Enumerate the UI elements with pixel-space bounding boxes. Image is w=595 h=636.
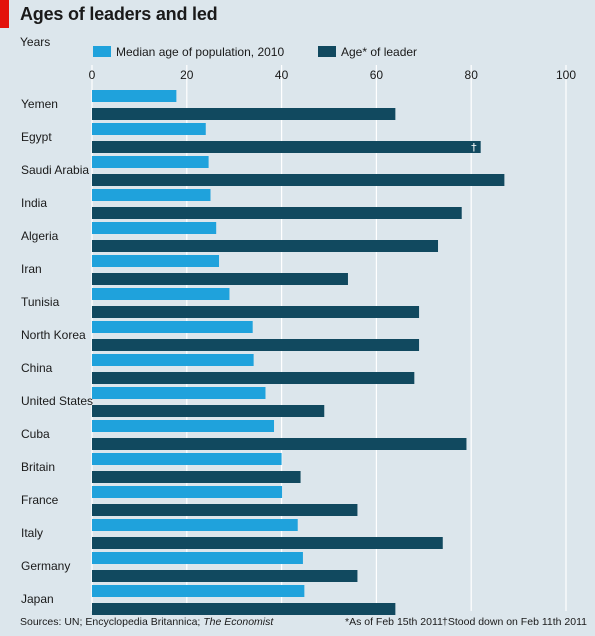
bars: † bbox=[92, 90, 505, 615]
category-label: China bbox=[21, 361, 53, 375]
x-tick-label: 60 bbox=[370, 68, 384, 82]
category-label: Britain bbox=[21, 460, 55, 474]
category-label: Italy bbox=[21, 526, 43, 540]
legend-label-median: Median age of population, 2010 bbox=[116, 45, 284, 59]
x-tick-label: 20 bbox=[180, 68, 194, 82]
category-label: Cuba bbox=[21, 427, 50, 441]
bar-leader-age bbox=[92, 240, 439, 252]
x-tick-label: 100 bbox=[556, 68, 576, 82]
category-labels: Yemen Egypt Saudi Arabia India Algeria Iran Tu… bbox=[21, 97, 93, 606]
dagger-annotation: † bbox=[471, 141, 477, 154]
bar-median-age bbox=[92, 387, 266, 399]
bar-leader-age bbox=[92, 306, 420, 318]
bar-median-age bbox=[92, 156, 209, 168]
footnote-stood-down: †Stood down on Feb 11th 2011 bbox=[442, 616, 587, 628]
bar-leader-age bbox=[92, 108, 396, 120]
category-label: Japan bbox=[21, 592, 54, 606]
source-text: Sources: UN; Encyclopedia Britannica; Th… bbox=[20, 616, 274, 628]
x-axis-ticks: 0 20 40 60 80 100 bbox=[89, 68, 577, 82]
footnote-as-of: *As of Feb 15th 2011 bbox=[345, 616, 443, 628]
chart-title: Ages of leaders and led bbox=[20, 4, 218, 24]
bar-median-age bbox=[92, 321, 253, 333]
x-tick-label: 40 bbox=[275, 68, 289, 82]
category-label: France bbox=[21, 493, 59, 507]
bar-leader-age bbox=[92, 405, 325, 417]
bar-median-age bbox=[92, 288, 230, 300]
source-note: Sources: UN; Encyclopedia Britannica; Th… bbox=[20, 616, 273, 628]
category-label: Yemen bbox=[21, 97, 58, 111]
x-tick-label: 80 bbox=[465, 68, 479, 82]
bar-leader-age bbox=[92, 603, 396, 615]
bar-median-age bbox=[92, 486, 283, 498]
bar-median-age bbox=[92, 552, 303, 564]
bar-leader-age bbox=[92, 372, 415, 384]
bar-leader-age bbox=[92, 141, 481, 153]
category-label: India bbox=[21, 196, 47, 210]
bar-leader-age bbox=[92, 174, 505, 186]
bar-median-age bbox=[92, 420, 275, 432]
category-label: United States bbox=[21, 394, 93, 408]
brand-accent-bar bbox=[0, 0, 9, 28]
category-label: Egypt bbox=[21, 130, 52, 144]
bar-median-age bbox=[92, 90, 177, 102]
bar-leader-age bbox=[92, 438, 467, 450]
category-label: Iran bbox=[21, 262, 42, 276]
bar-leader-age bbox=[92, 504, 358, 516]
bar-median-age bbox=[92, 123, 206, 135]
bar-leader-age bbox=[92, 570, 358, 582]
bar-median-age bbox=[92, 255, 220, 267]
legend-swatch-leader bbox=[318, 46, 336, 57]
category-label: Saudi Arabia bbox=[21, 163, 89, 177]
bar-leader-age bbox=[92, 537, 443, 549]
bar-median-age bbox=[92, 453, 282, 465]
category-label: North Korea bbox=[21, 328, 86, 342]
bar-leader-age bbox=[92, 339, 420, 351]
bar-leader-age bbox=[92, 207, 462, 219]
units-label: Years bbox=[20, 35, 51, 49]
bar-median-age bbox=[92, 354, 254, 366]
legend-swatch-median bbox=[93, 46, 111, 57]
bar-median-age bbox=[92, 189, 211, 201]
bar-median-age bbox=[92, 519, 298, 531]
bar-median-age bbox=[92, 222, 217, 234]
category-label: Tunisia bbox=[21, 295, 60, 309]
legend: Median age of population, 2010 Age* of l… bbox=[93, 45, 417, 59]
x-tick-label: 0 bbox=[89, 68, 96, 82]
legend-label-leader: Age* of leader bbox=[341, 45, 417, 59]
category-label: Algeria bbox=[21, 229, 59, 243]
bar-leader-age bbox=[92, 471, 301, 483]
category-label: Germany bbox=[21, 559, 70, 573]
bar-leader-age bbox=[92, 273, 348, 285]
bar-median-age bbox=[92, 585, 305, 597]
